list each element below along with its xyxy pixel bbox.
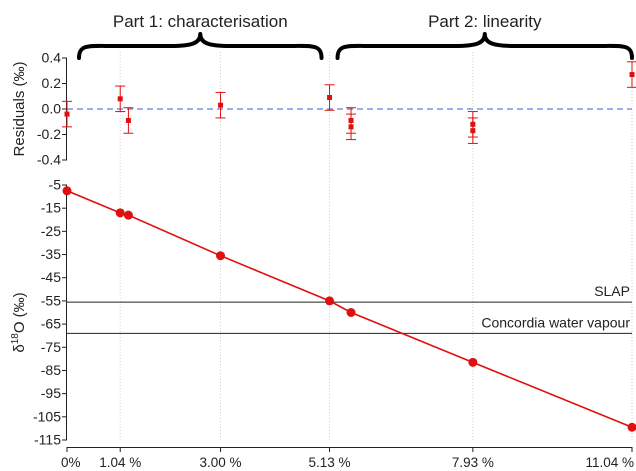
reference-line-label: SLAP bbox=[594, 283, 630, 299]
x-tick-label: 7.93 % bbox=[452, 455, 494, 470]
residual-point bbox=[629, 72, 635, 78]
delta-y-tick-label: -105 bbox=[33, 408, 61, 424]
delta-y-tick-label: -5 bbox=[49, 177, 62, 193]
delta-y-tick-label: -15 bbox=[41, 200, 61, 216]
x-tick-label: 0% bbox=[61, 455, 81, 470]
delta-y-label: δ18O (‰) bbox=[10, 292, 28, 352]
x-tick-label: 11.04 % bbox=[585, 455, 634, 470]
residuals-panel: 0.4 0.2 0.0 -0.2 -0.4 Residuals (‰) bbox=[11, 50, 636, 168]
delta-y-tick-label: -45 bbox=[41, 269, 61, 285]
section-braces: Part 1: characterisation Part 2: linearit… bbox=[77, 12, 634, 60]
residuals-y-tick-label: 0.2 bbox=[42, 75, 62, 91]
residuals-y-tick-label: 0.0 bbox=[42, 101, 62, 117]
x-axis: 0% 1.04 % 3.00 % 5.13 % 7.93 % 11.04 % bbox=[61, 447, 634, 470]
x-tick-label: 3.00 % bbox=[200, 455, 242, 470]
delta-point bbox=[115, 208, 125, 218]
delta-y-tick-label: -75 bbox=[41, 339, 61, 355]
delta-y-tick-label: -35 bbox=[41, 246, 61, 262]
delta-y-tick-label: -95 bbox=[41, 385, 61, 401]
delta-y-tick-label: -55 bbox=[41, 292, 61, 308]
delta-point bbox=[627, 422, 636, 432]
x-tick-label: 5.13 % bbox=[309, 455, 351, 470]
delta-y-tick-label: -115 bbox=[34, 432, 61, 448]
delta-point bbox=[216, 251, 226, 261]
delta-y-tick-label: -85 bbox=[41, 362, 61, 378]
section-brace bbox=[77, 32, 324, 60]
section-brace bbox=[335, 32, 634, 60]
section-title: Part 2: linearity bbox=[428, 12, 542, 31]
delta-point bbox=[62, 186, 72, 196]
delta-point bbox=[468, 357, 478, 367]
residual-point bbox=[348, 124, 354, 130]
delta-panel: -5 -15 -25 -35 -45 -55 -65 -75 -85 -95 -105 -115 SLA… bbox=[10, 177, 636, 448]
residual-point bbox=[117, 96, 123, 102]
residuals-y-tick-label: -0.2 bbox=[37, 126, 61, 142]
residual-point bbox=[327, 95, 333, 101]
residual-point bbox=[125, 117, 131, 123]
x-tick-label: 1.04 % bbox=[99, 455, 141, 470]
residuals-y-tick-label: 0.4 bbox=[42, 50, 62, 66]
delta-y-label-isotope: 18 bbox=[10, 333, 21, 345]
residual-point bbox=[470, 128, 476, 134]
section-title: Part 1: characterisation bbox=[113, 12, 288, 31]
delta-point bbox=[346, 308, 356, 317]
delta-y-label-symbol: δ bbox=[11, 344, 28, 352]
delta-y-label-rest: O (‰) bbox=[11, 292, 28, 333]
reference-line-label: Concordia water vapour bbox=[481, 314, 630, 330]
delta-y-tick-label: -65 bbox=[41, 316, 61, 332]
delta-y-tick-label: -25 bbox=[41, 223, 61, 239]
residual-point bbox=[64, 111, 70, 117]
residual-point bbox=[218, 102, 224, 108]
residuals-y-label: Residuals (‰) bbox=[11, 61, 28, 156]
residuals-y-tick-label: -0.4 bbox=[37, 152, 61, 168]
delta-point bbox=[325, 296, 335, 306]
delta-point bbox=[123, 210, 133, 220]
